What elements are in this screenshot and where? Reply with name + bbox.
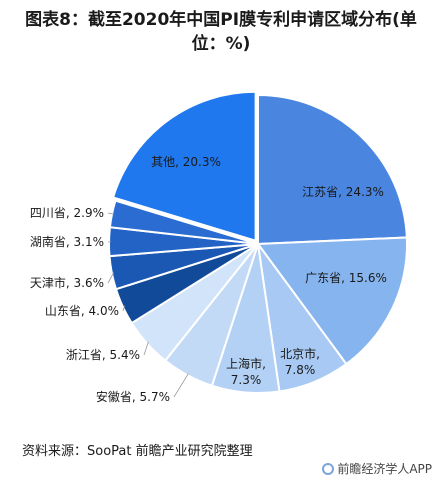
leader-line	[107, 212, 115, 215]
pie-slices	[108, 90, 408, 394]
slice-label: 其他, 20.3%	[151, 155, 221, 169]
brand-logo-icon	[322, 463, 335, 475]
slice-label: 四川省, 2.9%	[30, 206, 104, 220]
slice-label: 山东省, 4.0%	[45, 304, 119, 318]
leader-line	[143, 341, 149, 356]
brand-watermark: 前瞻经济学人APP	[322, 460, 432, 477]
leader-line	[173, 373, 189, 398]
slice-label: 天津市, 3.6%	[30, 275, 104, 290]
pie-slice	[257, 93, 408, 246]
pie-labels: 江苏省, 24.3% 广东省, 15.6% 北京市, 7.8% 上海市, 7.3% 安徽省,…	[30, 155, 387, 404]
pie-slice	[256, 236, 408, 366]
chart-title-line-2: 位：%)	[191, 34, 251, 54]
chart-title: 图表8：截至2020年中国PI膜专利申请区域分布(单 位：%)	[0, 8, 442, 56]
slice-label: 湖南省, 3.1%	[30, 234, 104, 249]
brand-text: 前瞻经济学人APP	[337, 462, 432, 476]
chart-title-line-1: 图表8：截至2020年中国PI膜专利申请区域分布(单	[25, 10, 417, 30]
leader-line	[107, 272, 115, 284]
slice-label: 安徽省, 5.7%	[96, 389, 170, 404]
pie-leader-lines	[107, 212, 189, 398]
slice-label: 广东省, 15.6%	[305, 271, 387, 285]
slice-label: 浙江省, 5.4%	[66, 348, 140, 362]
slice-label: 北京市, 7.8%	[280, 346, 320, 377]
slice-label: 江苏省, 24.3%	[302, 185, 384, 199]
source-note: 资料来源：SooPat 前瞻产业研究院整理	[22, 444, 253, 459]
leader-line	[122, 305, 125, 312]
slice-label: 上海市, 7.3%	[226, 356, 266, 387]
pie-slice	[111, 90, 257, 243]
